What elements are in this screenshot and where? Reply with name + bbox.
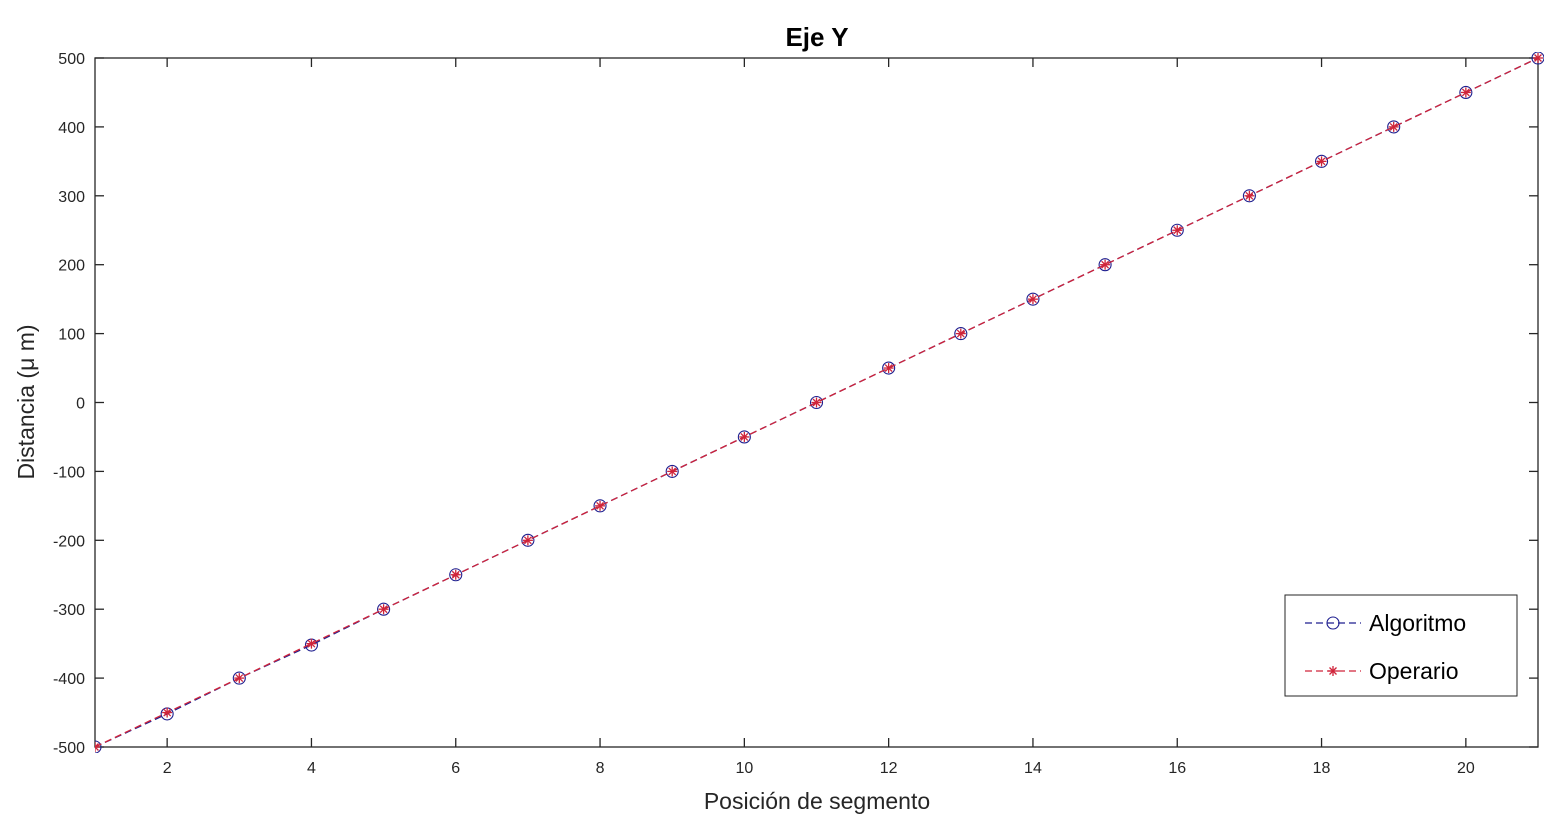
x-tick-label: 8 bbox=[596, 760, 605, 777]
x-tick-label: 2 bbox=[163, 760, 172, 777]
data-point-algoritmo bbox=[593, 499, 607, 513]
x-tick-label: 14 bbox=[1024, 760, 1042, 777]
legend-label: Algoritmo bbox=[1369, 610, 1466, 636]
series-line-operario bbox=[95, 57, 1539, 748]
data-point-operario bbox=[667, 466, 678, 477]
data-point-algoritmo bbox=[1387, 120, 1401, 134]
x-tick-label: 12 bbox=[880, 760, 898, 777]
data-point-operario bbox=[1172, 225, 1183, 236]
data-point-operario bbox=[811, 397, 822, 408]
y-axis-label: Distancia (μ m) bbox=[13, 324, 39, 479]
data-point-algoritmo bbox=[737, 430, 751, 444]
data-point-operario bbox=[955, 328, 966, 339]
y-tick-label: 300 bbox=[58, 189, 85, 206]
data-point-algoritmo bbox=[377, 602, 391, 616]
chart-title: Eje Y bbox=[785, 22, 848, 52]
legend-box bbox=[1284, 594, 1518, 697]
legend-marker bbox=[1326, 616, 1340, 630]
x-tick-label: 16 bbox=[1168, 760, 1186, 777]
x-tick-label: 6 bbox=[451, 760, 460, 777]
legend-item: Operario bbox=[1305, 658, 1458, 684]
data-point-algoritmo bbox=[521, 533, 535, 547]
data-point-algoritmo bbox=[1531, 52, 1544, 65]
data-point-operario bbox=[450, 569, 461, 580]
y-tick-label: 500 bbox=[58, 51, 85, 68]
data-point-algoritmo bbox=[954, 327, 968, 341]
data-point-algoritmo bbox=[1459, 85, 1473, 99]
y-tick-label: -100 bbox=[53, 464, 85, 481]
data-point-operario bbox=[1100, 259, 1111, 270]
plot-area: 2 4 6 8 10 12 14 16 18 20 -500 -400 -300 -200 -100 0 100… bbox=[53, 51, 1544, 777]
data-point-operario bbox=[595, 500, 606, 511]
data-point-operario bbox=[883, 363, 894, 374]
y-tick-label: 0 bbox=[76, 396, 85, 413]
data-point-operario bbox=[234, 673, 245, 684]
y-tick-label: -300 bbox=[53, 602, 85, 619]
legend-marker bbox=[1328, 666, 1338, 676]
y-tick-label: -500 bbox=[53, 740, 85, 757]
data-point-operario bbox=[1533, 53, 1543, 63]
y-tick-label: 200 bbox=[58, 258, 85, 275]
data-point-operario bbox=[162, 707, 173, 718]
data-point-operario bbox=[306, 638, 317, 649]
data-point-algoritmo bbox=[449, 568, 463, 582]
x-tick-label: 4 bbox=[307, 760, 316, 777]
data-point-operario bbox=[739, 431, 750, 442]
data-point-algoritmo bbox=[882, 361, 896, 375]
x-tick-label: 20 bbox=[1457, 760, 1475, 777]
x-tick-label: 18 bbox=[1313, 760, 1331, 777]
x-tick-label: 10 bbox=[735, 760, 753, 777]
data-point-algoritmo bbox=[809, 395, 824, 410]
y-tick-label: 400 bbox=[58, 120, 85, 137]
y-tick-label: -200 bbox=[53, 533, 85, 550]
data-point-algoritmo bbox=[95, 740, 102, 753]
data-point-operario bbox=[522, 535, 533, 546]
series-layer bbox=[95, 52, 1544, 753]
data-point-operario bbox=[1027, 294, 1038, 305]
data-point-operario bbox=[95, 742, 100, 752]
data-point-algoritmo bbox=[232, 671, 246, 685]
legend-label: Operario bbox=[1369, 658, 1458, 684]
data-point-algoritmo bbox=[1026, 292, 1040, 306]
legend-item: Algoritmo bbox=[1305, 610, 1466, 636]
data-point-algoritmo bbox=[1315, 154, 1329, 168]
y-tick-label: 100 bbox=[58, 327, 85, 344]
data-point-algoritmo bbox=[1170, 223, 1184, 237]
data-point-operario bbox=[1388, 121, 1399, 132]
data-point-algoritmo bbox=[665, 464, 679, 478]
data-point-algoritmo bbox=[1242, 189, 1256, 203]
y-tick-label: -400 bbox=[53, 671, 85, 688]
data-point-operario bbox=[378, 604, 389, 615]
data-point-operario bbox=[1244, 190, 1255, 201]
data-point-operario bbox=[1460, 87, 1471, 98]
legend: Algoritmo Operario bbox=[1284, 594, 1518, 697]
x-axis-label: Posición de segmento bbox=[704, 788, 930, 814]
data-point-algoritmo bbox=[1098, 258, 1112, 272]
data-point-operario bbox=[1316, 156, 1327, 167]
